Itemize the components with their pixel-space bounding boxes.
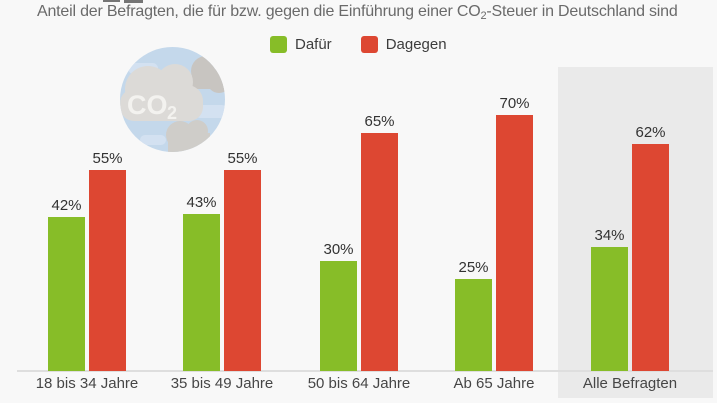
value-label: 34% [594, 227, 625, 244]
badge-co-text: CO [127, 90, 168, 120]
value-label: 65% [364, 113, 395, 130]
bar-dagegen [224, 170, 261, 371]
value-label: 55% [92, 150, 123, 167]
legend-item-dagegen: Dagegen [360, 36, 447, 53]
x-axis-line [17, 370, 713, 372]
bar-dagegen [89, 170, 126, 371]
legend-swatch-dafur [270, 36, 287, 53]
value-label: 70% [499, 95, 530, 112]
bar-dafr [591, 247, 628, 371]
value-label: 43% [186, 194, 217, 211]
legend-item-dafur: Dafür [270, 36, 332, 53]
category-label: 50 bis 64 Jahre [307, 375, 411, 392]
value-label: 55% [227, 150, 258, 167]
cropped-headline-fragment [124, 0, 143, 3]
value-label: 25% [458, 259, 489, 276]
value-label: 30% [323, 241, 354, 258]
bar-dafr [455, 279, 492, 371]
legend-label-dafur: Dafür [295, 36, 332, 53]
chart-title-subscript: 2 [480, 10, 487, 22]
value-label: 42% [51, 197, 82, 214]
value-label: 62% [635, 124, 666, 141]
bar-dafr [320, 261, 357, 371]
legend-label-dagegen: Dagegen [385, 36, 447, 53]
category-label: 35 bis 49 Jahre [170, 375, 274, 392]
badge-2-text: 2 [167, 103, 177, 123]
chart-title-text: Anteil der Befragten, die für bzw. gegen… [37, 3, 481, 20]
legend-swatch-dagegen [360, 36, 378, 53]
bar-dagegen [632, 144, 669, 371]
chart-title: Anteil der Befragten, die für bzw. gegen… [37, 3, 707, 22]
chart-title-suffix: -Steuer in Deutschland sind [486, 3, 678, 20]
category-label: Alle Befragten [582, 375, 678, 392]
bar-dagegen [361, 133, 398, 371]
co2-cloud-badge-icon: CO 2 [120, 47, 225, 152]
co2-badge-svg: CO 2 [120, 47, 225, 152]
legend: Dafür Dagegen [270, 36, 447, 53]
category-label: 18 bis 34 Jahre [35, 375, 139, 392]
bar-dafr [183, 214, 220, 371]
cropped-headline-fragment [103, 0, 120, 2]
bar-dafr [48, 217, 85, 371]
category-label: Ab 65 Jahre [453, 375, 535, 392]
bar-dagegen [496, 115, 533, 371]
